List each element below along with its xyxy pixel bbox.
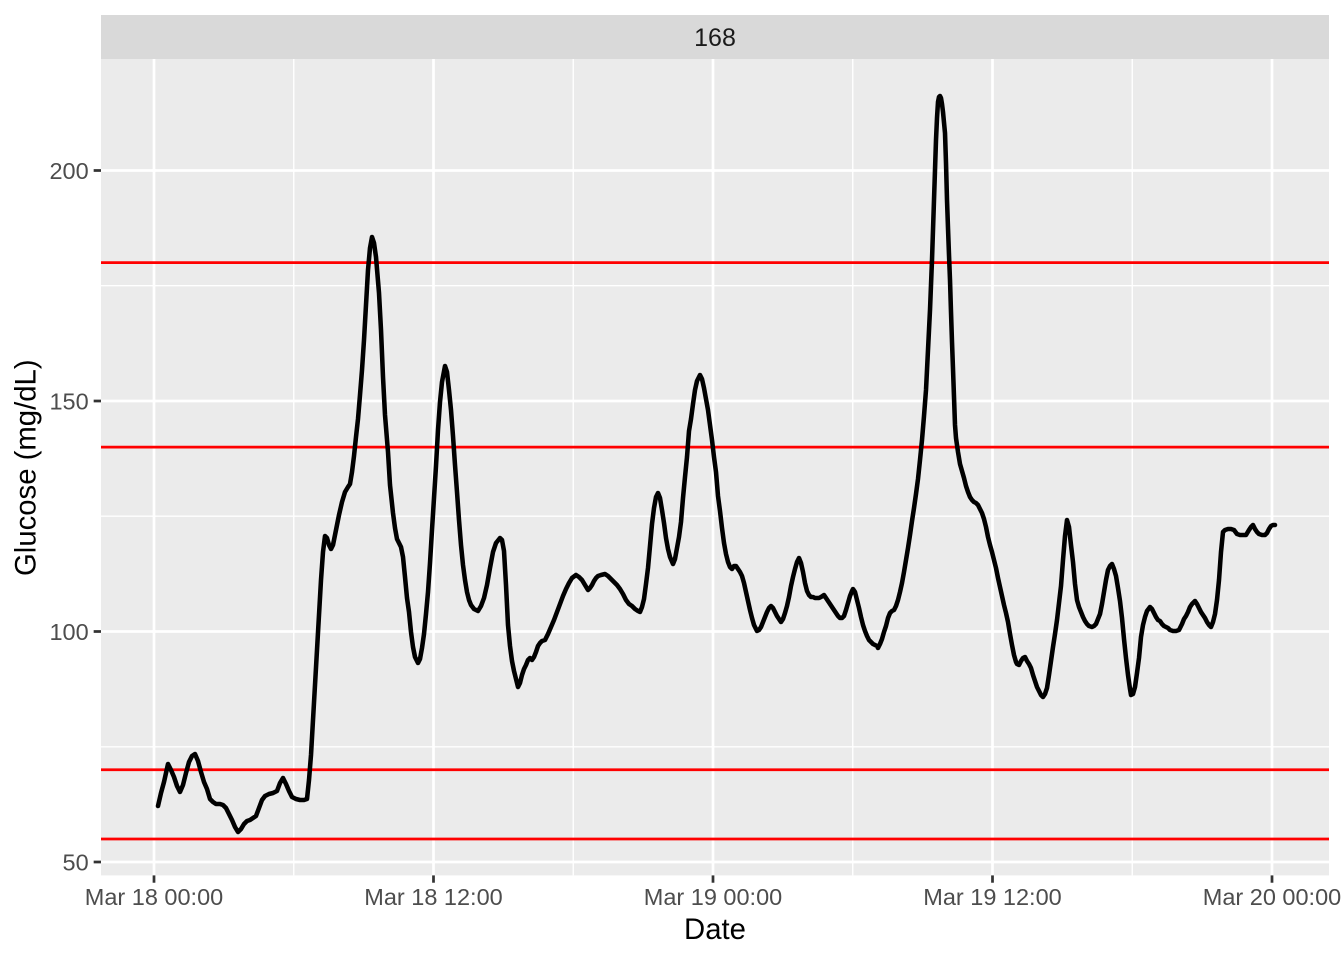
- svg-text:168: 168: [694, 24, 736, 52]
- svg-text:Mar 18 12:00: Mar 18 12:00: [364, 884, 502, 910]
- svg-text:150: 150: [49, 389, 88, 415]
- svg-text:Glucose (mg/dL): Glucose (mg/dL): [10, 359, 43, 576]
- svg-text:Mar 19 12:00: Mar 19 12:00: [923, 884, 1061, 910]
- svg-text:Mar 19 00:00: Mar 19 00:00: [644, 884, 782, 910]
- svg-text:100: 100: [49, 619, 88, 645]
- svg-text:Mar 20 00:00: Mar 20 00:00: [1203, 884, 1341, 910]
- svg-text:50: 50: [63, 850, 89, 876]
- svg-text:Date: Date: [684, 913, 746, 946]
- svg-text:200: 200: [49, 158, 88, 184]
- svg-text:Mar 18 00:00: Mar 18 00:00: [85, 884, 223, 910]
